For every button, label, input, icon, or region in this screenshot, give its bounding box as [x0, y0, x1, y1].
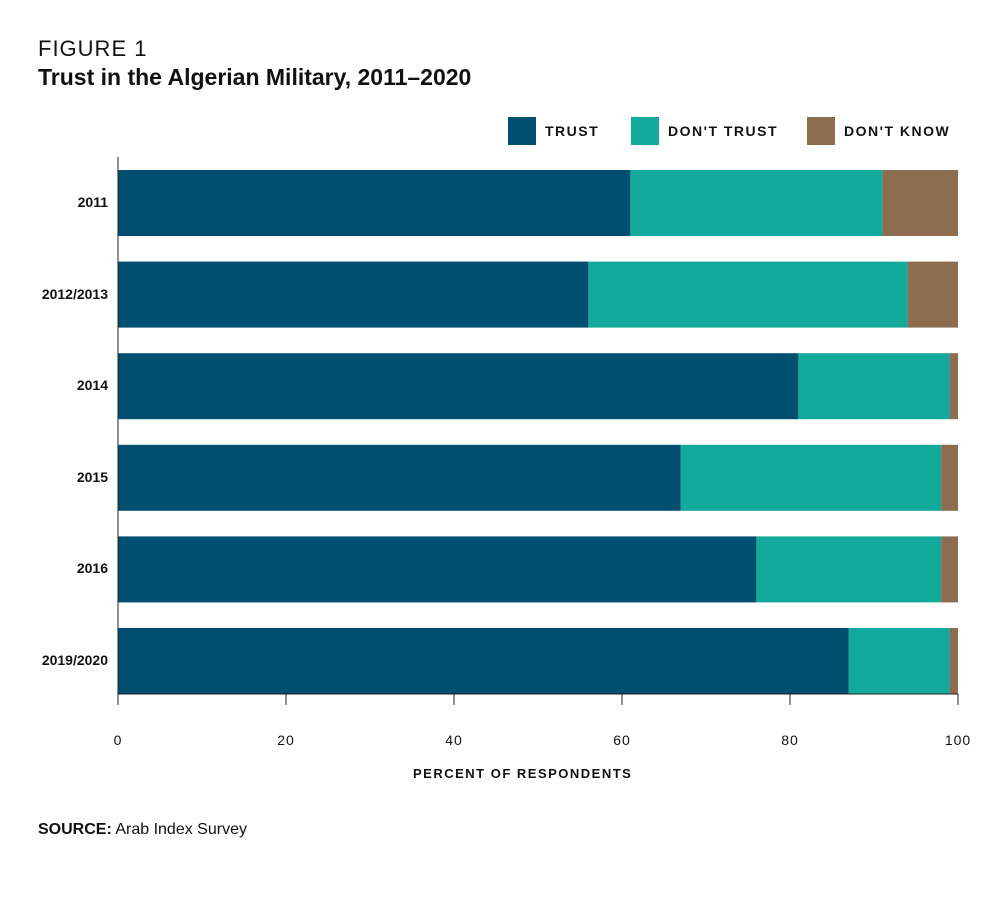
chart-title: Trust in the Algerian Military, 2011–202… — [38, 64, 472, 90]
legend-item-dont-know: DON'T KNOW — [807, 117, 950, 145]
bar-segment-trust-2011 — [118, 170, 631, 236]
bar-segment-don-t-trust-2015 — [680, 444, 942, 511]
legend-swatch-dont-trust — [631, 117, 659, 145]
x-axis-label: PERCENT OF RESPONDENTS — [413, 766, 633, 781]
x-tick-label: 20 — [277, 732, 295, 748]
legend-swatch-dont-know — [807, 117, 835, 145]
category-label: 2019/2020 — [41, 652, 108, 668]
legend-label: DON'T KNOW — [844, 123, 951, 139]
bar-segment-trust-2012-2013 — [118, 261, 589, 328]
x-tick-label: 100 — [944, 732, 972, 748]
category-label: 2014 — [76, 377, 108, 394]
bar-segment-don-t-know-2014 — [949, 353, 958, 420]
legend-item-dont-trust: DON'T TRUST — [631, 117, 778, 145]
x-tick-label: 60 — [613, 732, 631, 748]
bar-segment-don-t-trust-2011 — [630, 170, 883, 236]
x-tick-label: 40 — [445, 732, 463, 748]
x-tick-label: 0 — [113, 732, 123, 748]
bar-segment-don-t-know-2019-2020 — [949, 628, 958, 694]
category-label: 2011 — [77, 194, 108, 210]
bar-segment-don-t-know-2012-2013 — [907, 261, 958, 328]
bar-segment-don-t-trust-2019-2020 — [848, 628, 950, 694]
bar-segment-don-t-know-2015 — [941, 444, 958, 511]
bar-segment-trust-2014 — [118, 353, 799, 420]
category-label: 2012/2013 — [41, 285, 108, 302]
source-note: SOURCE: Arab Index Survey — [38, 821, 247, 839]
legend-swatch-trust — [508, 117, 536, 145]
source-label: SOURCE: — [38, 821, 112, 838]
legend-label: DON'T TRUST — [668, 123, 779, 139]
bar-segment-don-t-trust-2012-2013 — [588, 261, 908, 328]
x-tick-label: 80 — [781, 732, 799, 748]
category-label: 2016 — [76, 560, 108, 577]
category-label: 2015 — [76, 468, 108, 485]
legend-label: TRUST — [545, 123, 600, 139]
bar-segment-don-t-trust-2016 — [756, 536, 942, 603]
bar-segment-don-t-know-2011 — [882, 170, 958, 236]
source-text: Arab Index Survey — [111, 821, 247, 838]
bar-segment-don-t-know-2016 — [941, 536, 958, 603]
bar-segment-trust-2019-2020 — [118, 628, 849, 694]
bar-segment-trust-2015 — [118, 444, 681, 511]
legend-item-trust: TRUST — [508, 117, 599, 145]
figure-label: FIGURE 1 — [38, 36, 148, 61]
bar-segment-don-t-trust-2014 — [798, 353, 950, 420]
bar-segment-trust-2016 — [118, 536, 757, 603]
